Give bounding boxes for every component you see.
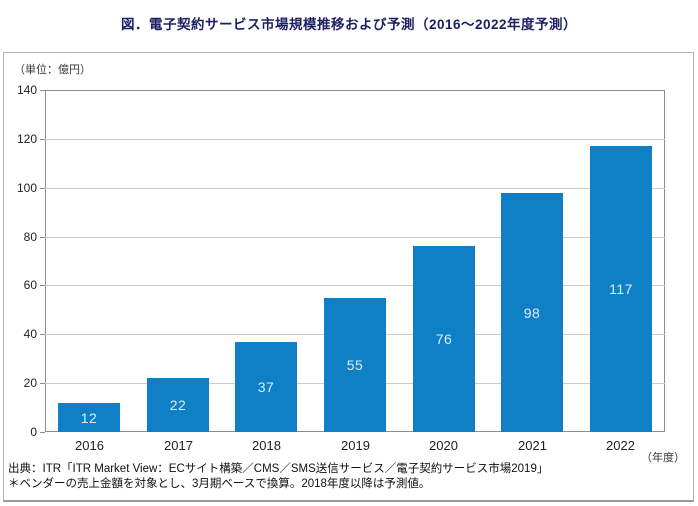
bar-2017: 22 bbox=[147, 378, 209, 432]
y-axis-tick bbox=[40, 334, 45, 335]
bar-value-label: 55 bbox=[346, 357, 364, 373]
chart-title: 図．電子契約サービス市場規模推移および予測（2016～2022年度予測） bbox=[120, 17, 578, 32]
y-axis-tick-label: 60 bbox=[23, 278, 37, 292]
bar-value-label: 76 bbox=[435, 331, 453, 347]
y-axis-tick bbox=[40, 188, 45, 189]
y-axis-tick bbox=[40, 285, 45, 286]
x-axis-tick-label: 2018 bbox=[252, 438, 281, 453]
y-axis-tick bbox=[40, 383, 45, 384]
y-axis-tick-label: 80 bbox=[23, 230, 37, 244]
gridline bbox=[45, 188, 665, 189]
bar-2022: 117 bbox=[590, 146, 652, 432]
y-axis-tick-label: 0 bbox=[30, 425, 37, 439]
bar-value-label: 22 bbox=[169, 397, 187, 413]
x-axis-tick-label: 2019 bbox=[341, 438, 370, 453]
bar-2018: 37 bbox=[235, 342, 297, 432]
bar-2019: 55 bbox=[324, 298, 386, 432]
x-axis-tick-label: 2021 bbox=[518, 438, 547, 453]
x-axis-tick-label: 2017 bbox=[164, 438, 193, 453]
y-axis-tick bbox=[40, 432, 45, 433]
gridline bbox=[45, 285, 665, 286]
y-axis-tick-label: 120 bbox=[16, 132, 37, 146]
y-axis-tick bbox=[40, 139, 45, 140]
footnote-source: 出典：ITR「ITR Market View：ECサイト構築／CMS／SMS送信… bbox=[8, 463, 549, 475]
year-axis-label: （年度） bbox=[641, 452, 685, 464]
y-axis-tick-label: 100 bbox=[16, 181, 37, 195]
x-axis-tick-label: 2020 bbox=[429, 438, 458, 453]
bar-value-label: 117 bbox=[609, 281, 633, 297]
bar-value-label: 12 bbox=[80, 409, 98, 426]
x-axis-tick-label: 2022 bbox=[606, 438, 635, 453]
bar-value-label: 98 bbox=[523, 304, 541, 321]
y-axis-tick-label: 20 bbox=[23, 376, 37, 390]
bar-2016: 12 bbox=[58, 403, 120, 432]
bar-2020: 76 bbox=[413, 246, 475, 432]
y-axis-tick bbox=[40, 90, 45, 91]
y-axis-tick-label: 40 bbox=[23, 327, 37, 341]
y-axis-tick-label: 140 bbox=[16, 83, 37, 97]
unit-label: （単位：億円） bbox=[14, 64, 91, 76]
y-axis-tick bbox=[40, 237, 45, 238]
footnote-note: ＊ベンダーの売上金額を対象とし、3月期ベースで換算。2018年度以降は予測値。 bbox=[8, 478, 431, 490]
gridline bbox=[45, 139, 665, 140]
footnote: 出典：ITR「ITR Market View：ECサイト構築／CMS／SMS送信… bbox=[8, 462, 692, 492]
x-axis-tick-label: 2016 bbox=[75, 438, 104, 453]
gridline bbox=[45, 237, 665, 238]
bar-value-label: 37 bbox=[257, 379, 275, 395]
bar-2021: 98 bbox=[501, 193, 563, 432]
